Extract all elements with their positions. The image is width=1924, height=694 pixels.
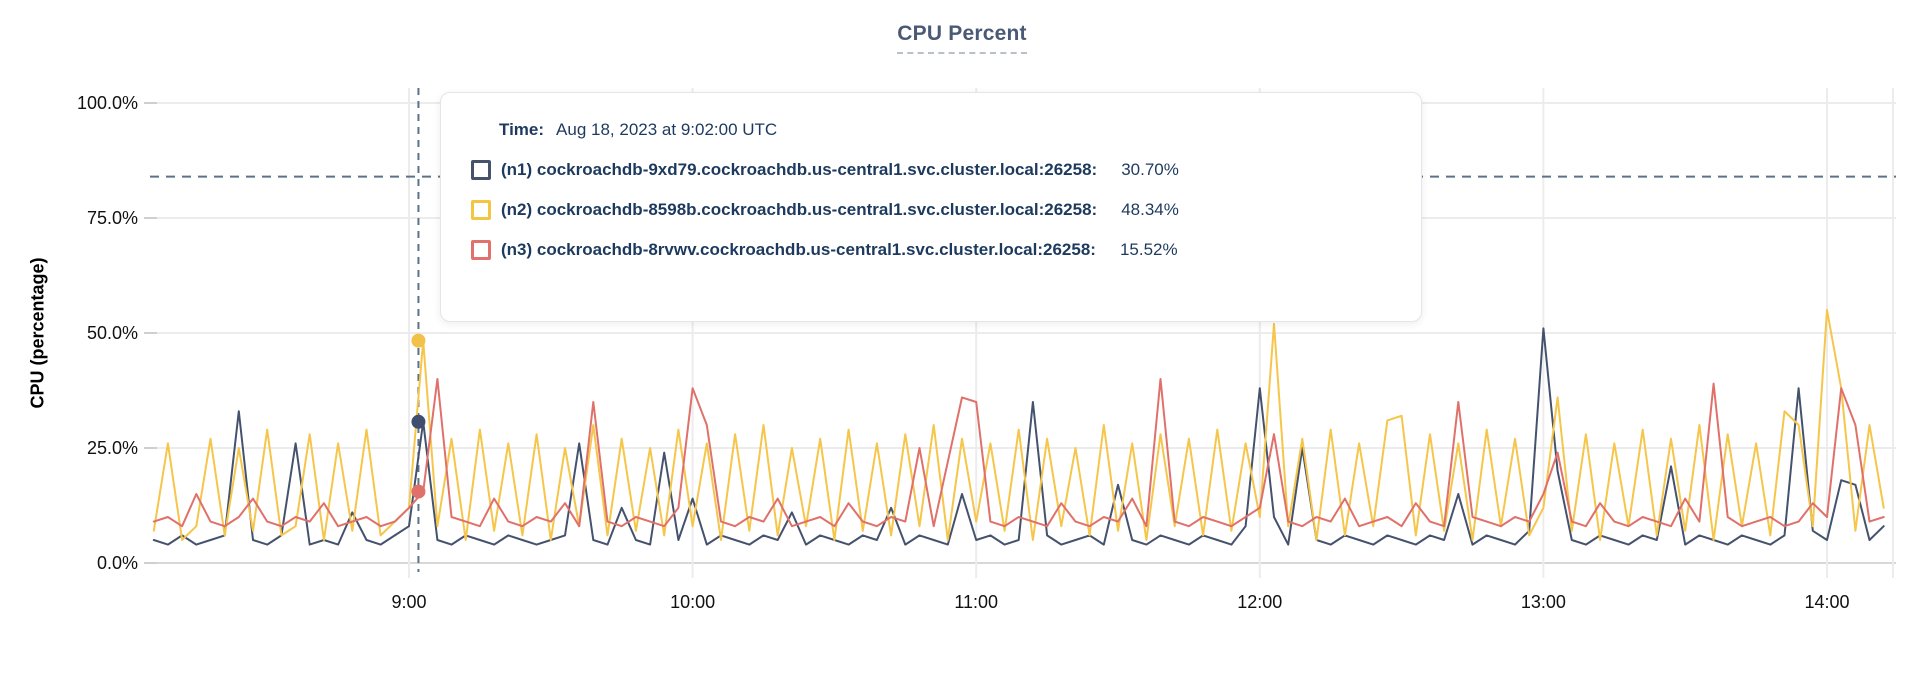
tooltip-series-value: 48.34% [1121, 200, 1179, 219]
series-line-n2 [152, 309, 1885, 541]
tooltip-series-row-n3: (n3) cockroachdb-8rvwv.cockroachdb.us-ce… [471, 240, 1391, 260]
tooltip-series-list: (n1) cockroachdb-9xd79.cockroachdb.us-ce… [471, 160, 1391, 260]
highlight-dot-n2 [411, 333, 426, 348]
highlight-dot-n3 [411, 484, 426, 499]
tooltip-time-label: Time: [499, 120, 545, 139]
chart-header: CPU Percent [0, 22, 1924, 54]
y-tick-label: 50.0% [87, 323, 138, 343]
x-tick-label: 13:00 [1521, 592, 1566, 612]
highlight-dot-n1 [411, 414, 426, 429]
hover-tooltip: Time: Aug 18, 2023 at 9:02:00 UTC (n1) c… [440, 92, 1422, 322]
series-marker-icon [471, 160, 491, 180]
y-axis-title: CPU (percentage) [27, 257, 48, 409]
x-tick-label: 14:00 [1804, 592, 1849, 612]
series-line-n3 [152, 378, 1885, 528]
tooltip-series-name: (n2) cockroachdb-8598b.cockroachdb.us-ce… [501, 200, 1098, 219]
series-marker-icon [471, 240, 491, 260]
y-tick-label: 25.0% [87, 438, 138, 458]
tooltip-series-row-n2: (n2) cockroachdb-8598b.cockroachdb.us-ce… [471, 200, 1391, 220]
tooltip-time-row: Time: Aug 18, 2023 at 9:02:00 UTC [499, 120, 1391, 140]
tooltip-series-row-n1: (n1) cockroachdb-9xd79.cockroachdb.us-ce… [471, 160, 1391, 180]
tooltip-time-value: Aug 18, 2023 at 9:02:00 UTC [556, 120, 778, 139]
x-tick-label: 10:00 [670, 592, 715, 612]
x-tick-label: 11:00 [954, 592, 998, 612]
tooltip-series-value: 15.52% [1119, 240, 1178, 259]
tooltip-series-name: (n1) cockroachdb-9xd79.cockroachdb.us-ce… [501, 160, 1098, 179]
tooltip-series-name: (n3) cockroachdb-8rvwv.cockroachdb.us-ce… [501, 240, 1096, 259]
y-tick-label: 0.0% [97, 553, 138, 573]
tooltip-series-value: 30.70% [1121, 160, 1179, 179]
y-tick-label: 100.0% [77, 93, 138, 113]
series-line-n1 [152, 327, 1885, 546]
chart-title: CPU Percent [897, 22, 1027, 54]
series-marker-icon [471, 200, 491, 220]
y-tick-label: 75.0% [87, 208, 138, 228]
x-tick-label: 9:00 [391, 592, 426, 612]
x-tick-label: 12:00 [1237, 592, 1282, 612]
